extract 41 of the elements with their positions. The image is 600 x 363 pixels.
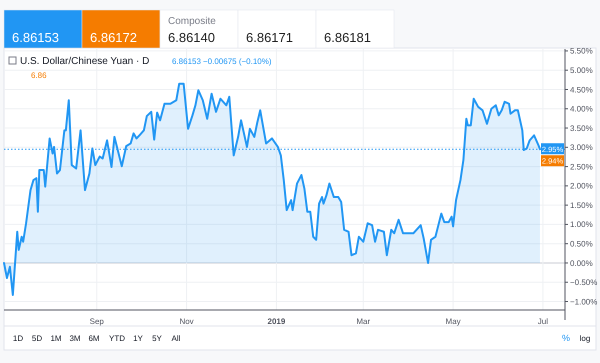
y-tick-label: 5.00% bbox=[570, 66, 593, 76]
text: 1Y bbox=[133, 334, 144, 343]
annotation: 6.86153 bbox=[172, 57, 202, 66]
y-tick-label: 3.50% bbox=[570, 124, 593, 133]
text: Composite bbox=[168, 16, 216, 27]
y-tick-label: 4.50% bbox=[570, 85, 593, 94]
text: YTD bbox=[109, 334, 126, 343]
text: 6.86140 bbox=[168, 30, 215, 45]
y-tick-label: 3.00% bbox=[570, 143, 593, 152]
y-tick-label: −0.50% bbox=[570, 278, 598, 288]
y-tick-label: 0.50% bbox=[570, 239, 593, 248]
y-tick-label: 4.00% bbox=[570, 104, 593, 114]
text: All bbox=[172, 334, 181, 343]
text: log bbox=[580, 334, 590, 343]
text: U.S. Dollar/Chinese Yuan · D bbox=[20, 56, 150, 67]
text: 1D bbox=[12, 334, 24, 343]
text: 3M bbox=[69, 334, 81, 343]
text: % bbox=[562, 333, 570, 343]
y-tick-label: 1.50% bbox=[570, 200, 593, 210]
text: 6.86171 bbox=[246, 30, 293, 45]
y-tick-label: 5.50% bbox=[570, 46, 593, 56]
x-tick-label: May bbox=[446, 317, 461, 326]
x-tick-label: Nov bbox=[179, 317, 194, 326]
annotation: −0.00675 (−0.10%) bbox=[203, 57, 272, 66]
text: 6M bbox=[88, 334, 100, 343]
text: 5D bbox=[32, 334, 42, 343]
x-tick-label: Jul bbox=[538, 317, 548, 326]
text: 6.86153 bbox=[12, 30, 59, 45]
annotation: 6.86 bbox=[31, 71, 48, 80]
x-tick-label: Mar bbox=[356, 317, 370, 326]
x-tick-label: 2019 bbox=[268, 317, 286, 326]
text: 6.86181 bbox=[324, 30, 371, 45]
text: 1M bbox=[50, 334, 62, 343]
x-tick-label: Sep bbox=[90, 317, 104, 326]
y-tick-label: 0.00% bbox=[570, 258, 593, 268]
y-tick-label: −1.00% bbox=[570, 297, 598, 306]
y-tick-label: 2.00% bbox=[570, 182, 593, 191]
y-tick-label: 2.50% bbox=[570, 162, 593, 172]
text: 5Y bbox=[152, 334, 163, 343]
y-tick-label: 1.00% bbox=[570, 220, 593, 230]
text: 6.86172 bbox=[90, 30, 137, 45]
